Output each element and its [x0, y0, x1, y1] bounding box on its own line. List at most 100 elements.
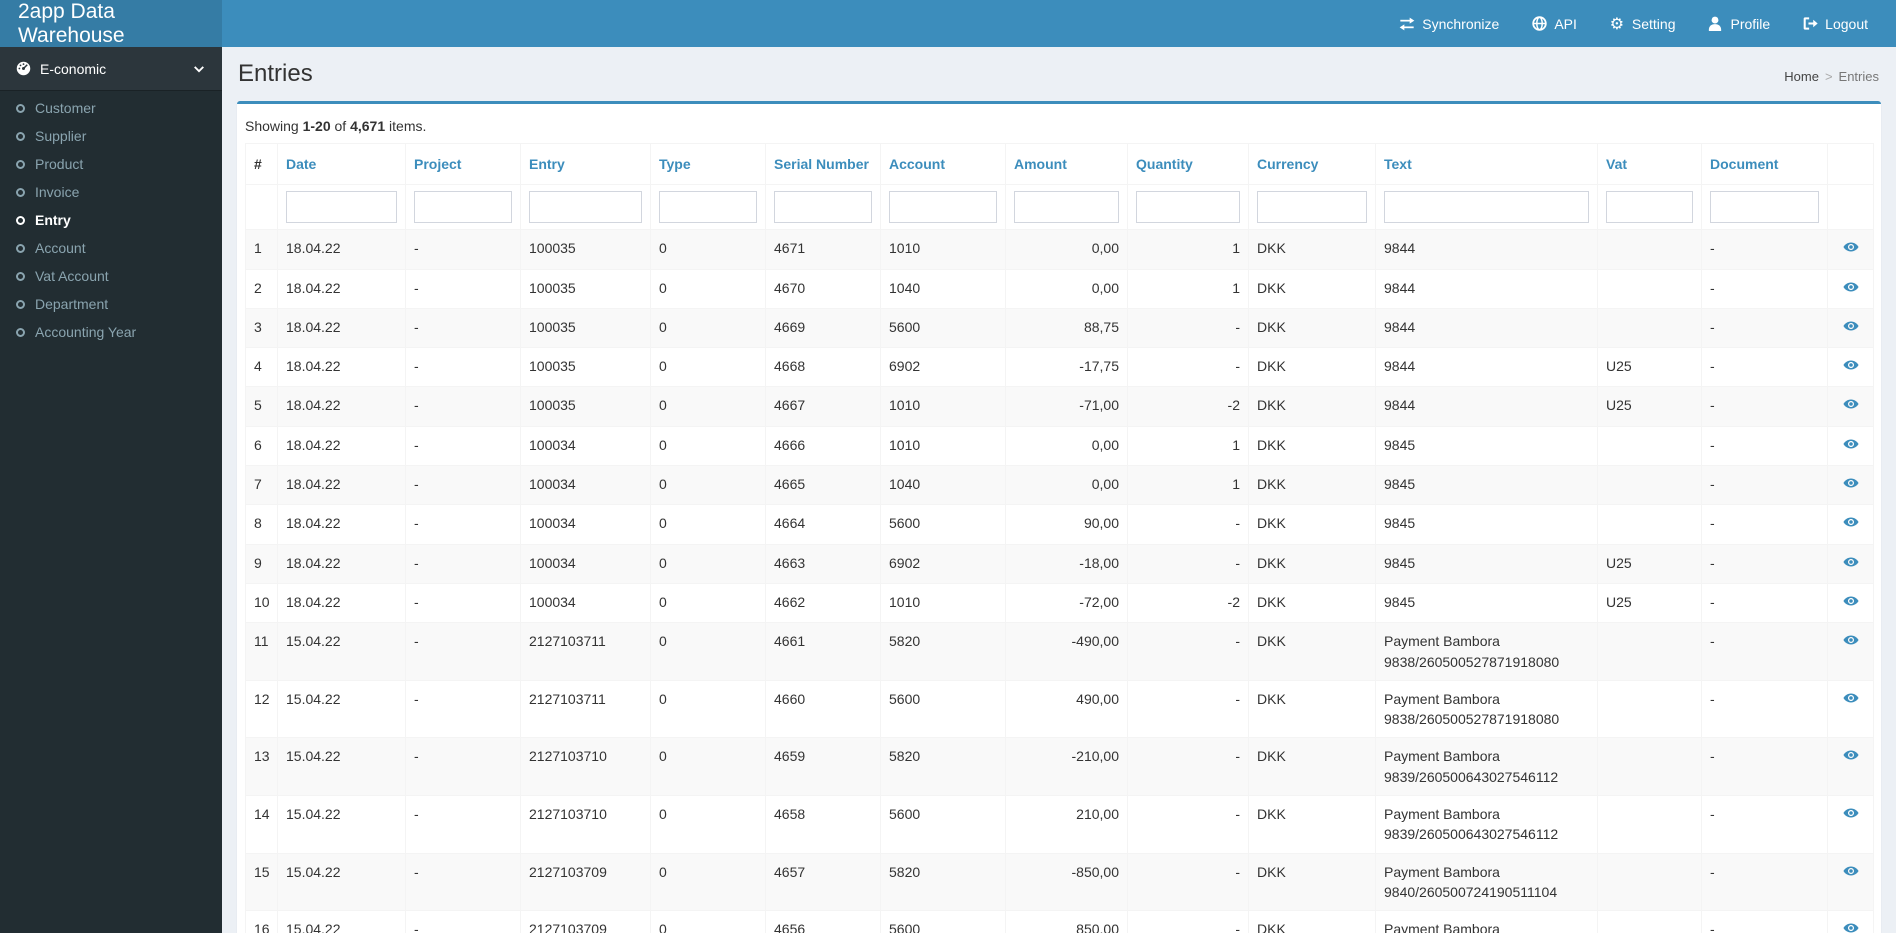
eye-icon	[1842, 517, 1859, 533]
api-button[interactable]: API	[1515, 0, 1593, 47]
sidebar-item-department[interactable]: Department	[0, 290, 222, 318]
column-header-currency[interactable]: Currency	[1248, 142, 1376, 186]
view-entry-button[interactable]	[1842, 863, 1859, 879]
table-row: 15 15.04.22-2127103709 0 4657 5820 -850,00- DK…	[245, 852, 1874, 912]
sidebar-item-supplier[interactable]: Supplier	[0, 122, 222, 150]
cell-type: 0	[650, 795, 766, 854]
cell-type: 0	[650, 622, 766, 681]
cell-type: 0	[650, 307, 766, 349]
cell-account: 5820	[880, 737, 1006, 797]
filter-input-entry[interactable]	[529, 191, 642, 224]
cell-date: 18.04.22	[277, 543, 406, 584]
cell-currency: DKK	[1248, 229, 1376, 270]
column-header-text[interactable]: Text	[1375, 142, 1598, 186]
cell-amount: 0,00	[1005, 465, 1128, 506]
view-entry-button[interactable]	[1842, 357, 1859, 376]
sidebar-item-customer[interactable]: Customer	[0, 94, 222, 122]
filter-input-project[interactable]	[414, 191, 512, 224]
cell-serial: 4665	[765, 465, 881, 506]
view-entry-button[interactable]	[1842, 436, 1859, 452]
view-entry-button[interactable]	[1842, 279, 1859, 295]
sidebar-item-label: Invoice	[35, 184, 80, 200]
column-header-date[interactable]: Date	[277, 142, 406, 186]
cell-text: Payment Bambora 9839/260500643027546112	[1375, 795, 1598, 854]
sidebar-item-vat-account[interactable]: Vat Account	[0, 262, 222, 290]
eye-icon	[1842, 360, 1859, 376]
filter-input-type[interactable]	[659, 191, 757, 224]
view-entry-button[interactable]	[1842, 514, 1859, 533]
sidebar-item-label: Accounting Year	[35, 324, 137, 340]
cell-entry: 2127103709	[520, 852, 651, 912]
column-header-type[interactable]: Type	[650, 142, 766, 186]
cell-serial: 4671	[765, 229, 881, 270]
cell-vat	[1597, 307, 1702, 349]
view-entry-button[interactable]	[1842, 805, 1859, 824]
view-entry-button[interactable]	[1842, 318, 1859, 337]
view-entry-button[interactable]	[1842, 239, 1859, 255]
api-label: API	[1554, 15, 1577, 32]
sidebar-item-accounting-year[interactable]: Accounting Year	[0, 318, 222, 346]
cell-type: 0	[650, 268, 766, 309]
view-entry-button[interactable]	[1842, 396, 1859, 412]
setting-button[interactable]: ⚙ Setting	[1593, 0, 1692, 47]
sidebar-section-economic[interactable]: E-conomic	[0, 47, 222, 91]
eye-icon	[1842, 635, 1859, 651]
cell-num: 1	[245, 229, 278, 270]
view-entry-button[interactable]	[1842, 632, 1859, 651]
view-entry-button[interactable]	[1842, 747, 1859, 763]
cell-quantity: 1	[1127, 268, 1249, 309]
view-entry-button[interactable]	[1842, 690, 1859, 706]
column-header-amount[interactable]: Amount	[1005, 142, 1128, 186]
view-entry-button[interactable]	[1842, 593, 1859, 609]
circle-icon	[16, 327, 25, 337]
column-header-project[interactable]: Project	[405, 142, 521, 186]
cell-currency: DKK	[1248, 679, 1376, 739]
sidebar-item-label: Department	[35, 296, 109, 312]
cell-serial: 4669	[765, 307, 881, 349]
sidebar-item-account[interactable]: Account	[0, 234, 222, 262]
view-entry-button[interactable]	[1842, 554, 1859, 570]
view-entry-button[interactable]	[1842, 920, 1859, 933]
cell-text: 9844	[1375, 347, 1598, 388]
cell-currency: DKK	[1248, 425, 1376, 467]
column-header-entry[interactable]: Entry	[520, 142, 651, 186]
cell-quantity: -	[1127, 504, 1249, 545]
filter-input-currency[interactable]	[1257, 191, 1367, 224]
filter-input-amount[interactable]	[1014, 191, 1119, 224]
filter-input-text[interactable]	[1384, 191, 1589, 224]
column-header-serial-number[interactable]: Serial Number	[765, 142, 881, 186]
profile-button[interactable]: Profile	[1691, 0, 1786, 47]
cell-date: 15.04.22	[277, 852, 406, 912]
sidebar-item-label: Customer	[35, 100, 96, 116]
filter-input-serial-number[interactable]	[774, 191, 872, 224]
cell-serial: 4661	[765, 622, 881, 681]
synchronize-button[interactable]: Synchronize	[1383, 0, 1515, 47]
cell-vat: U25	[1597, 543, 1702, 584]
sidebar-item-invoice[interactable]: Invoice	[0, 178, 222, 206]
filter-input-document[interactable]	[1710, 191, 1819, 224]
breadcrumb-home[interactable]: Home	[1784, 69, 1819, 84]
eye-icon	[1842, 808, 1859, 824]
filter-input-account[interactable]	[889, 191, 997, 224]
column-header-vat[interactable]: Vat	[1597, 142, 1702, 186]
column-header-account[interactable]: Account	[880, 142, 1006, 186]
circle-icon	[16, 243, 25, 253]
column-header-quantity[interactable]: Quantity	[1127, 142, 1249, 186]
cell-serial: 4664	[765, 504, 881, 545]
column-header-document[interactable]: Document	[1701, 142, 1828, 186]
app-logo[interactable]: 2app Data Warehouse	[0, 0, 222, 47]
cell-document: -	[1701, 347, 1828, 388]
sidebar-item-product[interactable]: Product	[0, 150, 222, 178]
cell-serial: 4670	[765, 268, 881, 309]
table-body: 1 18.04.22-100035 0 4671 1010 0,00 1 DKK 9844-2 1…	[245, 229, 1874, 933]
filter-input-quantity[interactable]	[1136, 191, 1240, 224]
eye-icon	[1842, 321, 1859, 337]
cell-vat: U25	[1597, 386, 1702, 427]
view-entry-button[interactable]	[1842, 475, 1859, 491]
filter-input-vat[interactable]	[1606, 191, 1693, 224]
cell-amount: 0,00	[1005, 268, 1128, 309]
entries-panel: Showing 1-20 of 4,671 items. # Date Proj…	[237, 101, 1881, 933]
sidebar-item-entry[interactable]: Entry	[0, 206, 222, 234]
filter-input-date[interactable]	[286, 191, 397, 224]
logout-button[interactable]: Logout	[1786, 0, 1884, 47]
